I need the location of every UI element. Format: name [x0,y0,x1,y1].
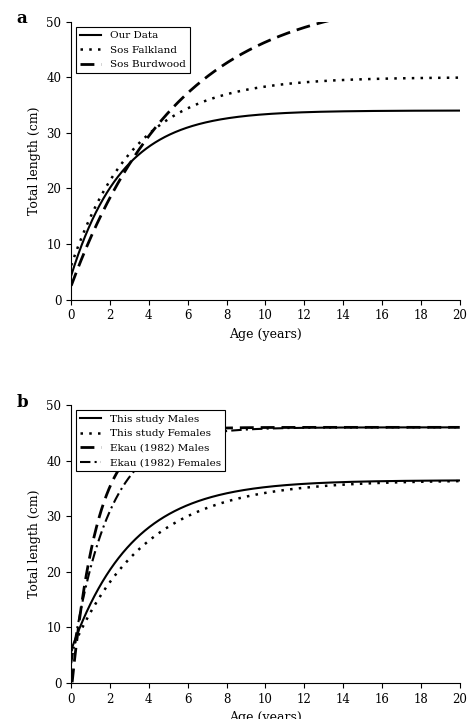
This study Females [210,502,215,510]
Ekau (1982) Females [210,429,215,437]
This study Males [457,476,463,485]
This study Females [457,477,463,485]
Our Data [88,219,94,227]
Sos Burdwood [457,0,463,6]
Ekau (1982) Females [425,423,431,431]
This study Females [455,477,460,485]
Line: Ekau (1982) Males: Ekau (1982) Males [72,427,460,682]
Sos Falkland [210,94,215,103]
Ekau (1982) Males [136,443,141,452]
Line: Ekau (1982) Females: Ekau (1982) Females [71,427,460,663]
Sos Falkland [425,73,431,82]
Our Data [425,106,431,115]
This study Males [425,476,431,485]
Line: Our Data: Our Data [71,111,460,275]
Line: Sos Falkland: Sos Falkland [71,78,460,265]
This study Males [210,493,215,501]
This study Males [88,599,94,608]
This study Females [303,483,309,492]
Sos Falkland [88,212,94,221]
Ekau (1982) Females [88,562,94,571]
Sos Burdwood [303,23,309,32]
Line: This study Females: This study Females [71,481,460,651]
Ekau (1982) Females [407,423,413,431]
Y-axis label: Total length (cm): Total length (cm) [28,106,41,215]
Our Data [303,108,309,116]
Sos Falkland [407,74,413,83]
Sos Falkland [303,78,309,86]
Sos Falkland [455,73,460,82]
Y-axis label: Total length (cm): Total length (cm) [28,490,41,598]
Ekau (1982) Males [457,423,463,431]
X-axis label: Age (years): Age (years) [229,711,302,719]
Line: Sos Burdwood: Sos Burdwood [71,1,460,285]
Sos Falkland [457,73,463,82]
Text: a: a [17,11,27,27]
Sos Falkland [68,261,74,270]
This study Males [455,476,460,485]
Ekau (1982) Males [308,423,313,431]
Ekau (1982) Males [133,445,138,454]
Ekau (1982) Females [68,659,74,667]
Text: b: b [17,394,28,411]
Ekau (1982) Males [69,678,75,687]
Sos Burdwood [68,281,74,290]
This study Males [68,646,74,654]
This study Males [407,477,413,485]
This study Females [407,477,413,486]
Sos Burdwood [210,68,215,77]
Ekau (1982) Females [457,423,463,431]
Our Data [407,106,413,115]
This study Females [88,608,94,616]
Our Data [455,106,460,115]
Ekau (1982) Males [370,423,375,431]
Ekau (1982) Males [130,448,136,457]
Sos Burdwood [455,0,460,6]
Our Data [68,271,74,280]
Legend: This study Males, This study Females, Ekau (1982) Males, Ekau (1982) Females: This study Males, This study Females, Ek… [76,411,225,472]
Line: This study Males: This study Males [71,480,460,650]
Legend: Our Data, Sos Falkland, Sos Burdwood: Our Data, Sos Falkland, Sos Burdwood [76,27,190,73]
Our Data [210,116,215,125]
This study Females [425,477,431,486]
Our Data [457,106,463,115]
This study Females [68,647,74,656]
Sos Burdwood [407,2,413,11]
Ekau (1982) Females [303,423,309,432]
Sos Burdwood [425,0,431,9]
X-axis label: Age (years): Age (years) [229,328,302,341]
Ekau (1982) Females [455,423,460,431]
This study Males [303,480,309,488]
Ekau (1982) Males [138,441,144,449]
Sos Burdwood [88,233,94,242]
